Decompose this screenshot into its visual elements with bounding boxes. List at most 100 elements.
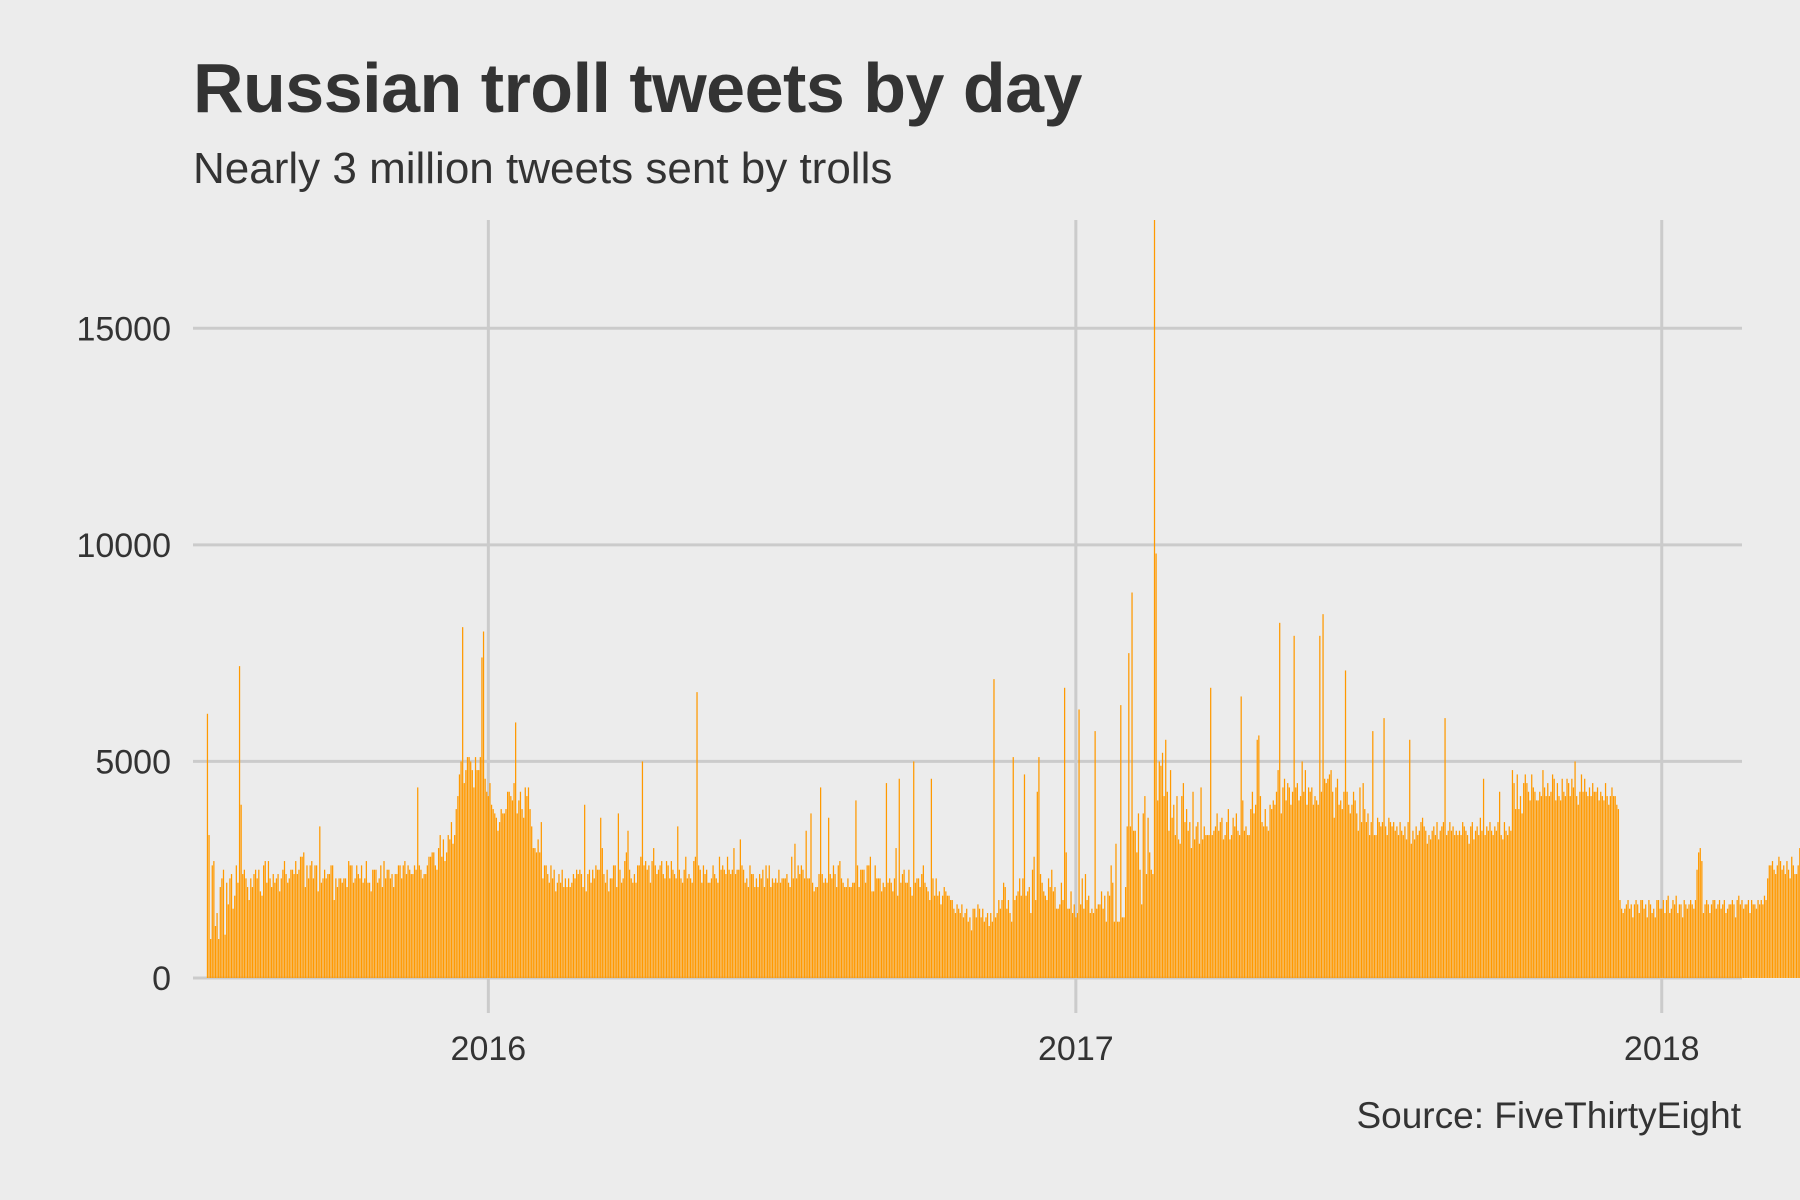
bar <box>837 865 839 978</box>
bar <box>879 878 881 978</box>
bar <box>1307 787 1310 978</box>
bar <box>1343 791 1345 978</box>
bar <box>889 878 891 978</box>
bar <box>1126 826 1128 978</box>
bar <box>1598 800 1600 978</box>
bar <box>908 869 910 978</box>
bar <box>958 908 960 978</box>
bar <box>571 882 573 978</box>
bar <box>1277 770 1279 978</box>
bar <box>1296 783 1298 978</box>
bar <box>460 761 462 978</box>
bar <box>1123 917 1125 978</box>
bar <box>706 869 708 978</box>
bar <box>242 874 244 978</box>
bar <box>296 874 298 978</box>
bar <box>1014 900 1016 978</box>
bar <box>330 865 332 978</box>
chart-subtitle: Nearly 3 million tweets sent by trolls <box>193 144 893 193</box>
bar <box>643 865 645 978</box>
bar <box>633 874 636 978</box>
bar <box>1206 835 1209 978</box>
bar <box>1492 835 1494 978</box>
bar <box>1690 900 1692 978</box>
bar <box>311 861 313 978</box>
bar <box>246 887 249 978</box>
bar <box>974 908 976 978</box>
bar <box>1107 891 1109 978</box>
bar <box>1373 835 1376 978</box>
bar <box>699 869 701 978</box>
bar <box>1150 869 1152 978</box>
bar <box>1338 804 1340 978</box>
bar <box>1770 865 1772 978</box>
bar <box>1559 800 1562 978</box>
bar <box>1234 826 1236 978</box>
bar <box>1165 739 1167 978</box>
bar <box>545 865 547 978</box>
bar <box>1030 913 1032 978</box>
bar <box>897 895 899 978</box>
bar <box>736 869 738 978</box>
bar <box>380 865 382 978</box>
bar <box>1396 826 1398 978</box>
bar <box>1309 791 1311 978</box>
bar <box>1482 778 1485 978</box>
bar <box>630 878 632 978</box>
x-tick-label: 2016 <box>451 1030 527 1068</box>
y-tick-label: 5000 <box>95 743 171 781</box>
bar <box>1465 830 1467 978</box>
bar <box>1211 835 1213 978</box>
bar <box>1630 904 1632 978</box>
bar <box>1498 791 1501 978</box>
bar <box>336 887 339 978</box>
bar <box>1776 865 1778 978</box>
bar <box>807 878 809 978</box>
bar <box>1568 783 1570 978</box>
bar <box>1312 804 1315 978</box>
bar <box>1747 900 1750 978</box>
bar <box>916 878 918 978</box>
bar <box>1335 787 1337 978</box>
bar <box>628 869 631 978</box>
bar <box>1555 800 1557 978</box>
bar <box>1290 804 1292 978</box>
bar <box>1545 796 1547 978</box>
bar <box>805 830 807 978</box>
bar <box>1025 895 1027 978</box>
bar <box>1428 835 1430 978</box>
bar <box>585 891 587 978</box>
bar <box>1365 822 1368 978</box>
bar <box>332 865 334 978</box>
bar <box>216 913 218 978</box>
bar <box>826 882 828 978</box>
bar <box>563 887 565 978</box>
bar <box>603 874 605 978</box>
bar <box>1134 830 1136 978</box>
bar <box>1675 895 1677 978</box>
bar <box>608 891 610 978</box>
bar <box>1698 852 1700 978</box>
bar <box>611 878 613 978</box>
bar <box>280 878 282 978</box>
bar <box>1452 826 1454 978</box>
bar <box>558 874 560 978</box>
bar <box>1362 783 1364 978</box>
bar <box>1327 778 1329 978</box>
bar <box>1250 809 1252 978</box>
bar <box>577 874 579 978</box>
bar <box>1765 900 1767 978</box>
bar <box>490 804 493 978</box>
bar <box>1768 865 1770 978</box>
bar <box>993 679 995 978</box>
bar <box>1161 752 1164 978</box>
bar <box>941 895 944 978</box>
bar <box>1720 908 1722 978</box>
bar <box>1664 913 1666 978</box>
bar <box>256 878 258 978</box>
bar <box>1755 908 1758 978</box>
bar <box>950 900 952 978</box>
bar <box>811 882 814 978</box>
bar <box>1678 904 1681 978</box>
bar <box>1303 791 1305 978</box>
